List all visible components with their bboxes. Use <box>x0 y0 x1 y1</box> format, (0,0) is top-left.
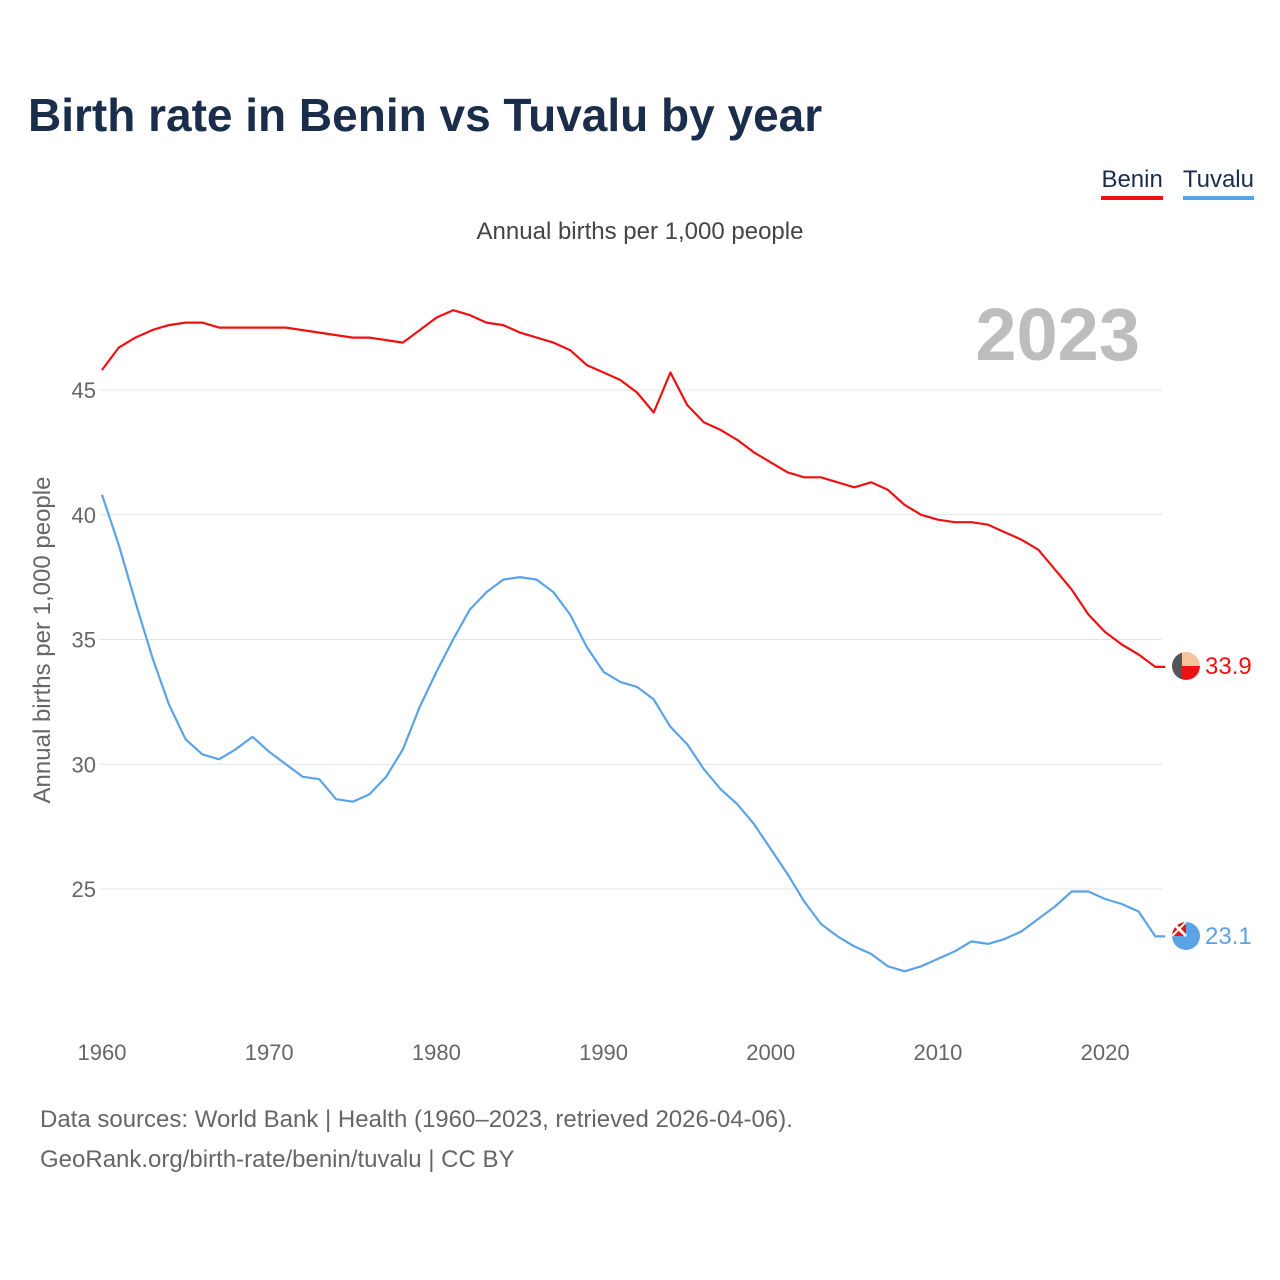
x-tick-label: 1960 <box>78 1040 127 1065</box>
tuvalu-flag-icon <box>1172 922 1200 950</box>
footer-link[interactable]: GeoRank.org/birth-rate/benin/tuvalu | CC… <box>40 1146 515 1173</box>
series-line-tuvalu[interactable] <box>100 494 1166 973</box>
x-tick-label: 1990 <box>579 1040 628 1065</box>
legend-item-benin[interactable]: Benin <box>1101 166 1163 200</box>
x-tick-label: 2000 <box>746 1040 795 1065</box>
series-group <box>100 309 1166 973</box>
x-tick-label: 2010 <box>913 1040 962 1065</box>
grid-lines <box>100 389 1162 890</box>
y-tick-label: 40 <box>72 503 96 528</box>
page-title: Birth rate in Benin vs Tuvalu by year <box>28 89 823 141</box>
year-label: 2023 <box>975 293 1140 376</box>
legend: Benin Tuvalu <box>1101 166 1254 200</box>
x-tick-label: 1980 <box>412 1040 461 1065</box>
x-tick-label: 1970 <box>245 1040 294 1065</box>
series-line-benin[interactable] <box>101 309 1166 669</box>
footer-source: Data sources: World Bank | Health (1960–… <box>40 1106 793 1133</box>
chart-subtitle: Annual births per 1,000 people <box>476 218 804 245</box>
y-tick-label: 30 <box>72 752 96 777</box>
y-tick-label: 45 <box>72 378 96 403</box>
y-axis-label: Annual births per 1,000 people <box>29 477 56 804</box>
legend-item-tuvalu[interactable]: Tuvalu <box>1182 166 1254 200</box>
y-tick-label: 35 <box>72 628 96 653</box>
y-tick-label: 25 <box>72 877 96 902</box>
benin-end-value: 33.9 <box>1205 653 1252 680</box>
tuvalu-end-value: 23.1 <box>1205 923 1252 950</box>
x-tick-label: 2020 <box>1081 1040 1130 1065</box>
y-axis-ticks: 25 30 35 40 45 <box>72 378 96 902</box>
x-axis-ticks: 1960 1970 1980 1990 2000 2010 2020 <box>78 1040 1130 1065</box>
benin-flag-icon <box>1172 652 1200 680</box>
